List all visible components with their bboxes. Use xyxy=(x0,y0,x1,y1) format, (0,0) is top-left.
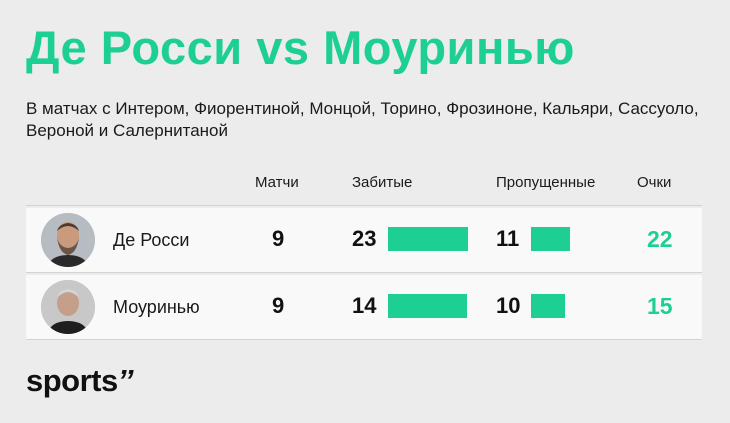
matches-value: 9 xyxy=(272,293,285,318)
coach-photo-icon xyxy=(41,213,95,267)
logo-mark: ’’ xyxy=(117,363,134,398)
column-header-matches: Матчи xyxy=(255,174,299,191)
column-header-scored: Забитые xyxy=(352,174,413,191)
column-header-points: Очки xyxy=(637,174,672,191)
scored-bar xyxy=(388,294,467,318)
page-title: Де Росси vs Моуринью xyxy=(26,21,575,74)
divider xyxy=(26,339,702,340)
column-header-conceded: Пропущенные xyxy=(496,174,596,191)
page-subtitle: В матчах с Интером, Фиорентиной, Монцой,… xyxy=(26,99,699,140)
conceded-bar xyxy=(531,227,570,251)
coach-name: Де Росси xyxy=(113,230,190,250)
conceded-bar xyxy=(531,294,565,318)
points-value: 15 xyxy=(647,293,673,319)
logo-wordmark: sports xyxy=(26,363,118,398)
sports-logo: sports’’ xyxy=(26,363,133,399)
table-row: Моуринью 9 14 10 15 xyxy=(26,275,702,339)
scored-value: 23 xyxy=(352,226,377,251)
divider xyxy=(26,272,702,273)
points-value: 22 xyxy=(647,226,673,252)
scored-value: 14 xyxy=(352,293,377,318)
matches-value: 9 xyxy=(272,226,285,251)
scored-bar xyxy=(388,227,468,251)
conceded-value: 10 xyxy=(496,293,521,318)
conceded-value: 11 xyxy=(496,226,520,251)
coach-photo-icon xyxy=(41,280,95,334)
divider xyxy=(26,205,702,206)
table-row: Де Росси 9 23 11 22 xyxy=(26,208,702,272)
coach-name: Моуринью xyxy=(113,297,200,317)
